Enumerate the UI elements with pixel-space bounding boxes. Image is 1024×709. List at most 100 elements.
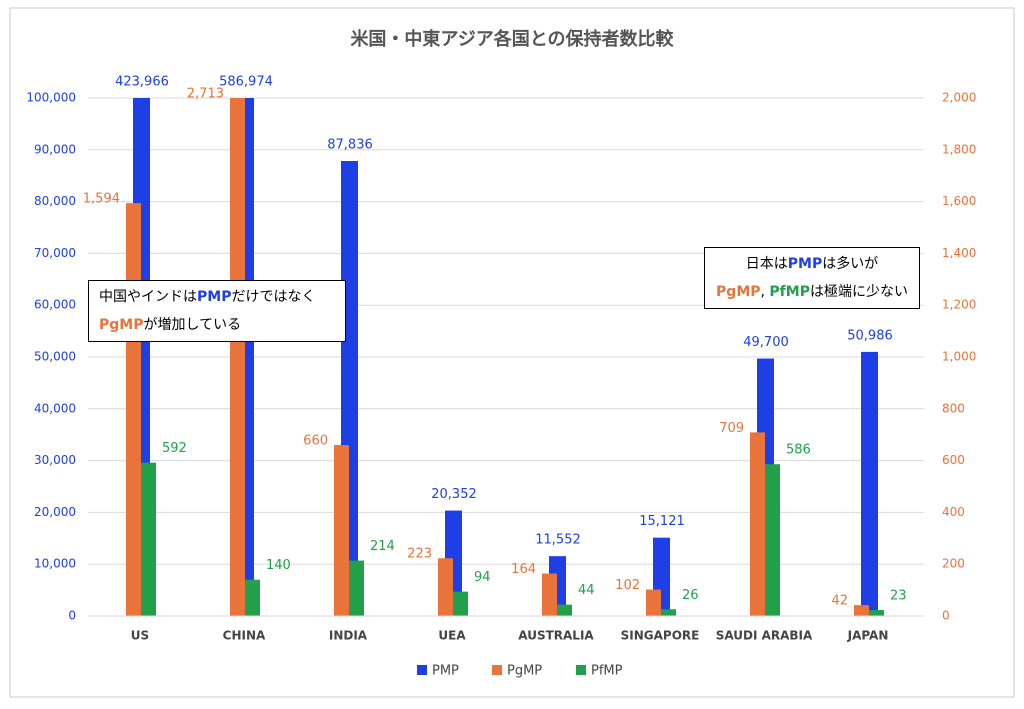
- bar: [854, 605, 869, 616]
- data-label: 586,974: [219, 75, 273, 90]
- bar: [542, 573, 557, 616]
- bar: [438, 558, 453, 616]
- annotation-text: PgMP: [99, 317, 144, 333]
- y-tick-label: 30,000: [34, 453, 76, 467]
- y2-tick-label: 1,800: [942, 142, 976, 156]
- x-tick-label: SINGAPORE: [621, 629, 700, 643]
- annotation-text: PfMP: [769, 284, 810, 300]
- annotation-text: は多いが: [822, 256, 879, 272]
- data-label: 102: [615, 578, 640, 593]
- data-label: 223: [407, 547, 432, 562]
- annotation-text: 日本は: [745, 256, 788, 272]
- data-label: 50,986: [847, 328, 893, 343]
- annotation-text: 中国やインドは: [99, 289, 197, 305]
- x-tick-label: US: [131, 629, 149, 643]
- data-label: 592: [162, 441, 187, 456]
- bar: [557, 604, 572, 616]
- data-label: 94: [474, 570, 491, 585]
- data-label: 23: [890, 589, 907, 604]
- bar: [126, 203, 141, 617]
- y-tick-label: 60,000: [34, 298, 76, 312]
- data-label: 214: [370, 539, 395, 554]
- legend-label: PMP: [432, 664, 459, 679]
- annotation-text: が増加している: [143, 317, 242, 333]
- y-tick-label: 90,000: [34, 142, 76, 156]
- data-label: 140: [266, 558, 291, 573]
- annotation-box: 日本はPMPは多いが PgMP, PfMPは極端に少ない: [704, 247, 920, 309]
- legend-label: PfMP: [591, 664, 623, 679]
- y2-tick-label: 200: [942, 557, 965, 571]
- annotation-text: だけではなく: [231, 289, 316, 305]
- data-label: 709: [719, 421, 744, 436]
- bar: [334, 445, 349, 616]
- bar: [661, 609, 676, 616]
- y2-tick-label: 400: [942, 505, 965, 519]
- data-label: 49,700: [743, 335, 789, 350]
- x-tick-label: CHINA: [223, 629, 266, 643]
- bar: [861, 351, 878, 616]
- y-tick-label: 80,000: [34, 194, 76, 208]
- chart-border: [9, 7, 1015, 698]
- bar: [453, 591, 468, 616]
- data-label: 1,594: [83, 192, 120, 207]
- data-label: 20,352: [431, 487, 477, 502]
- bar: [750, 432, 765, 616]
- y2-tick-label: 1,000: [942, 350, 976, 364]
- legend-swatch: [576, 665, 586, 675]
- chart-title: 米国・中東アジア各国との保持者数比較: [350, 28, 674, 50]
- data-label: 42: [831, 594, 848, 609]
- y2-tick-label: 600: [942, 453, 965, 467]
- y-tick-label: 40,000: [34, 401, 76, 415]
- legend-label: PgMP: [507, 664, 542, 679]
- data-label: 15,121: [639, 514, 685, 529]
- annotation-text: PMP: [787, 256, 823, 272]
- data-label: 586: [786, 443, 811, 458]
- bar: [765, 464, 780, 616]
- y-tick-label: 0: [68, 609, 76, 623]
- legend-swatch: [492, 665, 502, 675]
- annotation-line: 中国やインドはPMPだけではなく: [99, 283, 335, 311]
- annotation-line: 日本はPMPは多いが: [715, 250, 909, 278]
- data-label: 2,713: [187, 87, 224, 102]
- bar: [245, 579, 260, 616]
- data-label: 44: [578, 583, 595, 598]
- data-label: 26: [682, 588, 699, 603]
- bar: [869, 610, 884, 616]
- y-tick-label: 100,000: [26, 91, 76, 105]
- x-tick-label: INDIA: [329, 629, 368, 643]
- annotation-text: PMP: [197, 289, 232, 305]
- y-tick-label: 20,000: [34, 505, 76, 519]
- x-tick-label: AUSTRALIA: [518, 629, 594, 643]
- bar: [646, 589, 661, 616]
- data-label: 423,966: [115, 75, 169, 90]
- data-label: 87,836: [327, 138, 373, 153]
- annotation-text: は極端に少ない: [809, 284, 908, 300]
- data-label: 660: [303, 434, 328, 449]
- legend-swatch: [417, 665, 427, 675]
- y-tick-label: 70,000: [34, 246, 76, 260]
- bar: [349, 560, 364, 616]
- y2-tick-label: 1,600: [942, 194, 976, 208]
- data-label: 164: [511, 562, 536, 577]
- data-label: 11,552: [535, 533, 581, 548]
- bar: [141, 462, 156, 616]
- x-tick-label: UEA: [438, 629, 466, 643]
- annotation-text: ,: [760, 284, 770, 300]
- y-tick-label: 50,000: [34, 350, 76, 364]
- annotation-line: PgMPが増加している: [99, 311, 335, 339]
- x-tick-label: SAUDI ARABIA: [716, 629, 813, 643]
- annotation-text: PgMP: [716, 284, 761, 300]
- y2-tick-label: 2,000: [942, 91, 976, 105]
- annotation-line: PgMP, PfMPは極端に少ない: [715, 278, 909, 306]
- y2-tick-label: 1,400: [942, 246, 976, 260]
- y-tick-label: 10,000: [34, 557, 76, 571]
- y2-tick-label: 1,200: [942, 298, 976, 312]
- x-tick-label: JAPAN: [847, 629, 889, 643]
- bar: [230, 98, 245, 616]
- y2-tick-label: 800: [942, 401, 965, 415]
- annotation-box: 中国やインドはPMPだけではなく PgMPが増加している: [88, 280, 346, 342]
- y2-tick-label: 0: [942, 609, 950, 623]
